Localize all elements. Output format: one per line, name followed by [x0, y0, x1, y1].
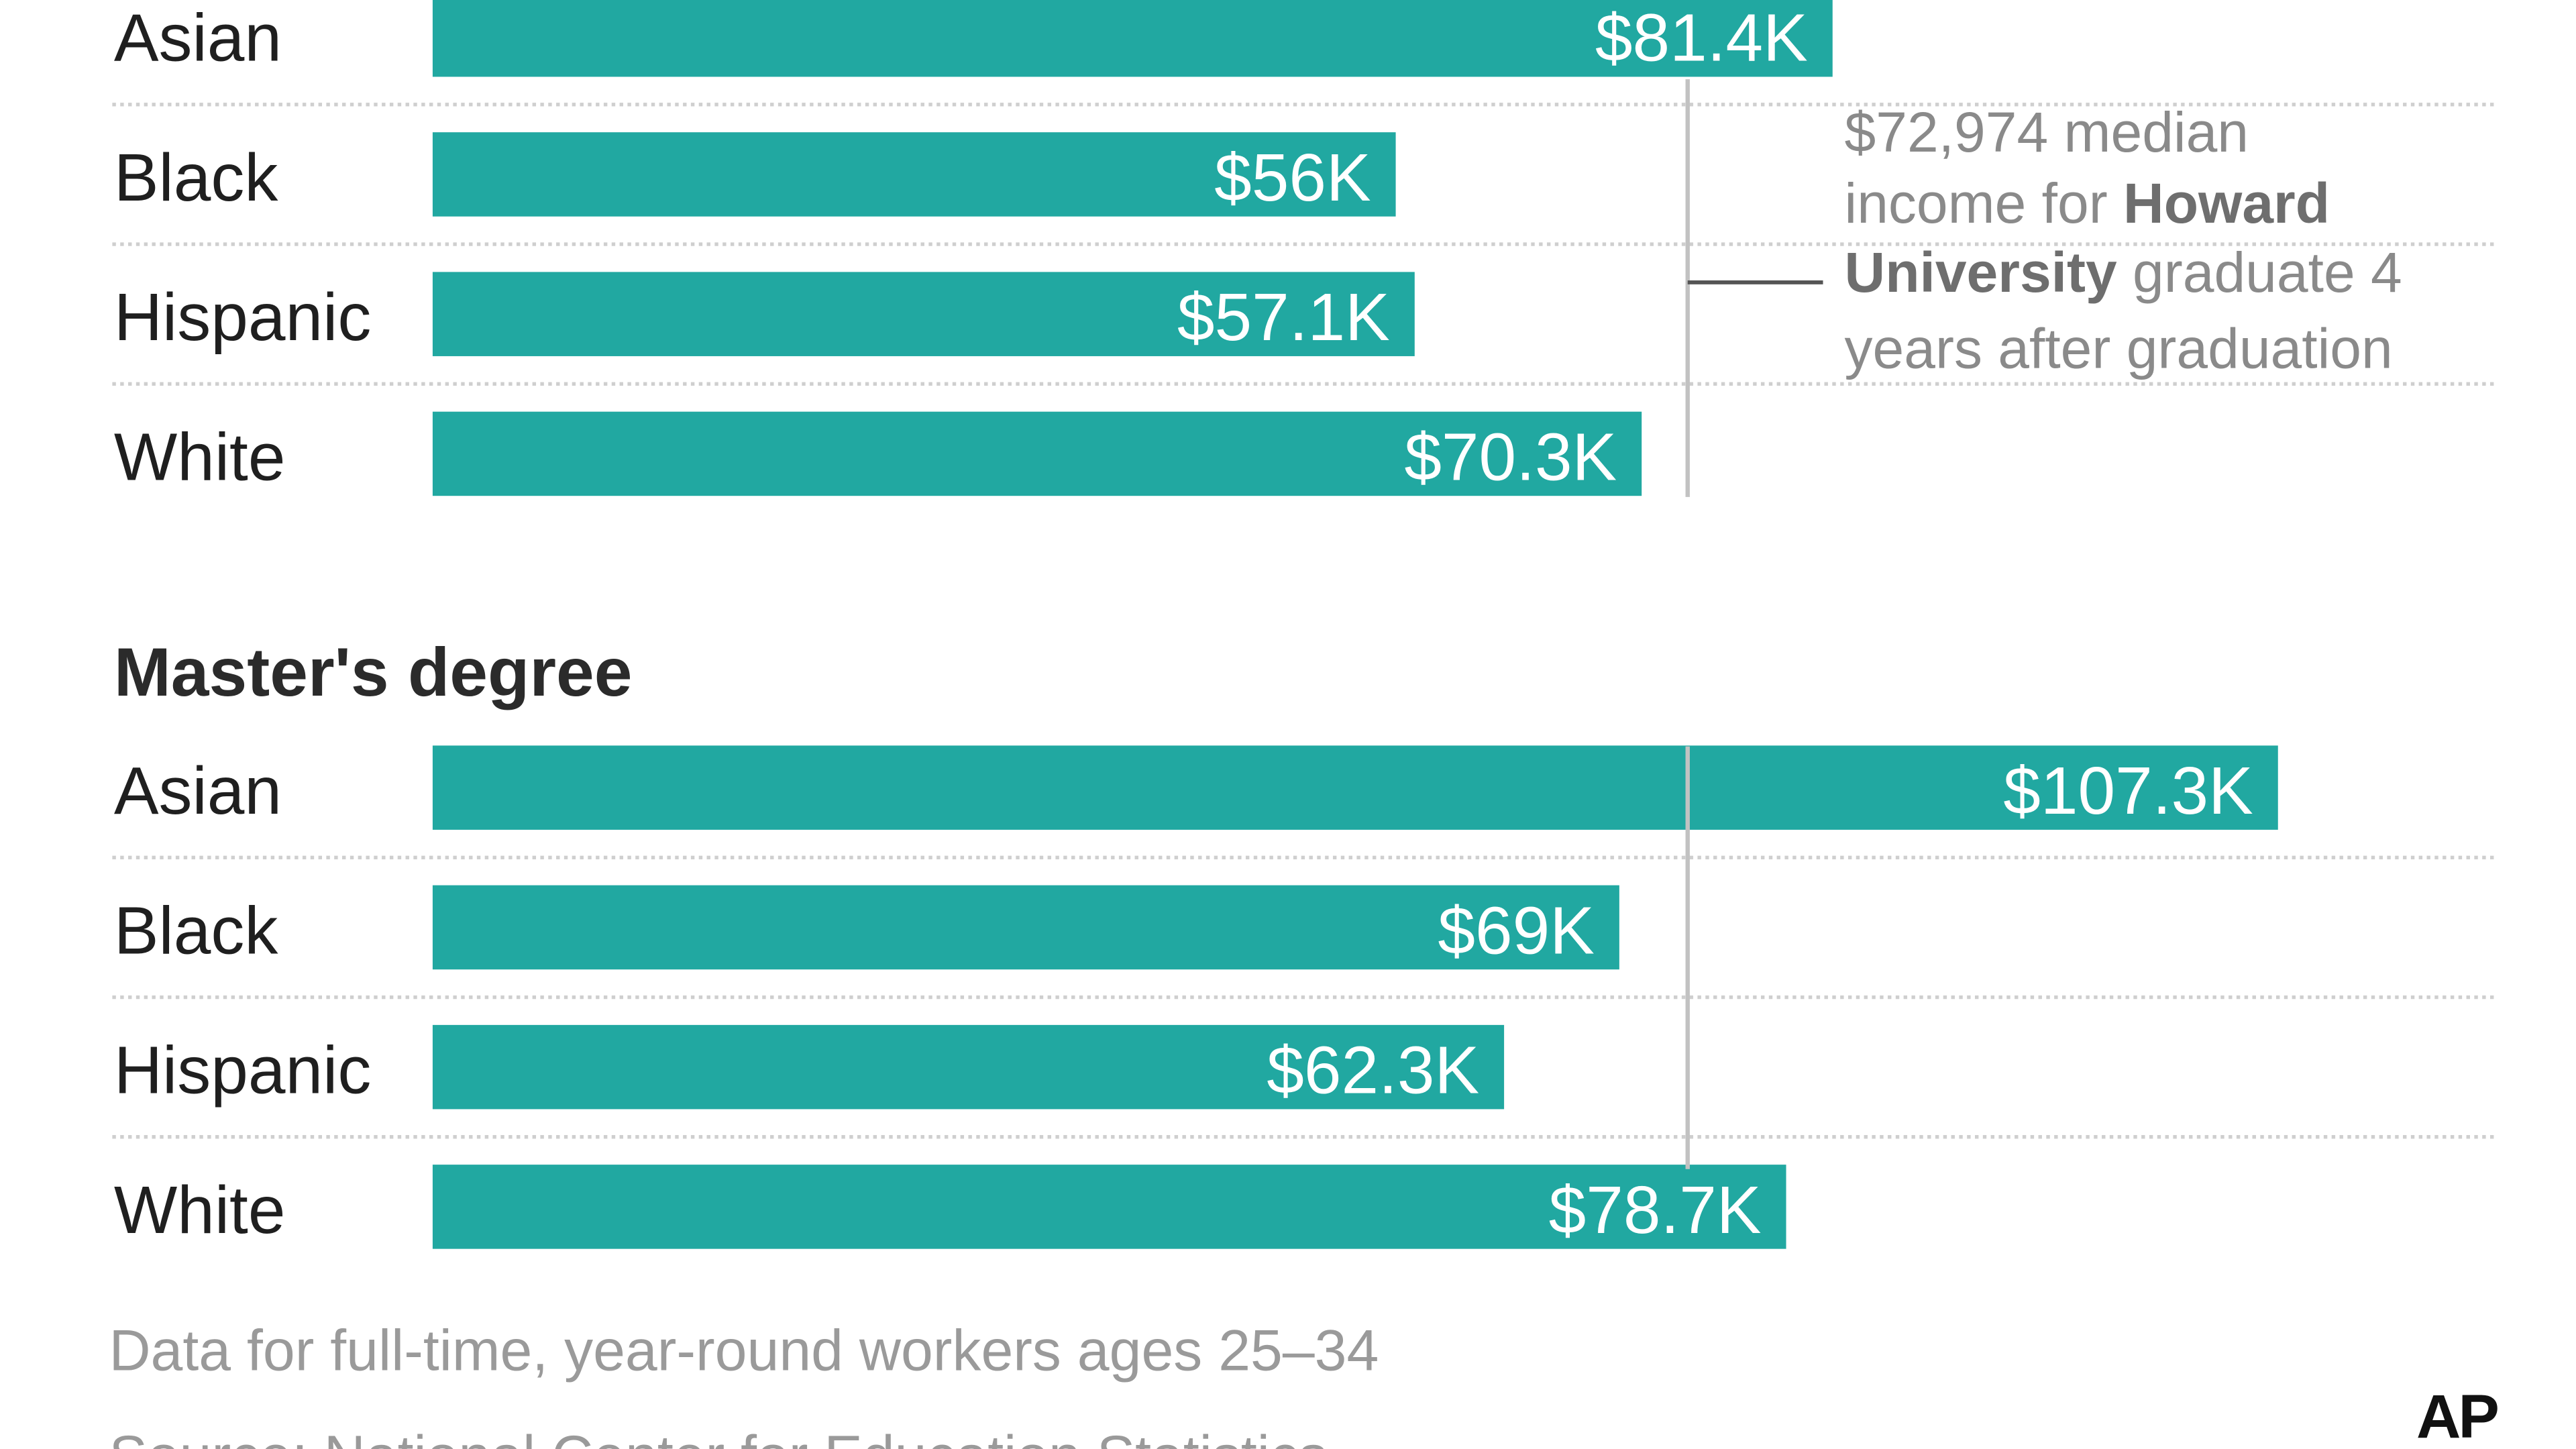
value-label: $107.3K: [2003, 753, 2253, 828]
row-dividers: [112, 103, 2497, 1139]
bar-black: [432, 885, 1619, 970]
text-labels: Asian $81.4K Black $56K Hispanic $57.1K White $…: [109, 1, 2500, 1449]
annotation-text: income for: [1845, 172, 2124, 235]
annotation-emphasis: Howard: [2123, 172, 2330, 235]
value-label: $81.4K: [1595, 1, 1808, 76]
annotation-line: years after graduation: [1845, 317, 2393, 380]
footnote: Data for full-time, year-round workers a…: [109, 1319, 1379, 1383]
value-label: $70.3K: [1404, 419, 1617, 494]
annotation-text: $72,974 median: [1845, 101, 2249, 164]
value-label: $62.3K: [1267, 1033, 1479, 1108]
annotation-line: $72,974 median: [1845, 101, 2249, 164]
category-label: White: [114, 419, 286, 494]
annotation-text: graduate 4: [2117, 241, 2402, 304]
chart-heading: Master's degree: [114, 634, 633, 710]
category-label: Black: [114, 893, 279, 968]
bar-black: [432, 132, 1396, 217]
value-label: $78.7K: [1549, 1173, 1762, 1248]
annotation-emphasis: University: [1845, 241, 2117, 304]
source-line: Source: National Center for Education St…: [109, 1424, 1327, 1449]
annotation-text: years after graduation: [1845, 317, 2393, 380]
value-label: $56K: [1214, 140, 1371, 215]
bar-white: [432, 1165, 1786, 1249]
category-label: Asian: [114, 1, 282, 76]
reference-lines: [1685, 79, 1823, 1169]
annotation-line: income for Howard: [1845, 172, 2330, 235]
bar-white: [432, 411, 1642, 496]
bars: [432, 0, 2278, 1249]
category-label: Hispanic: [114, 280, 372, 355]
annotation-line: University graduate 4: [1845, 241, 2402, 304]
value-label: $69K: [1438, 893, 1595, 968]
category-label: Black: [114, 140, 279, 215]
category-label: White: [114, 1173, 286, 1248]
bar-hispanic: [432, 1024, 1505, 1110]
ap-logo: AP: [2416, 1383, 2498, 1449]
bar-asian: [432, 0, 1833, 77]
category-label: Hispanic: [114, 1033, 372, 1108]
value-label: $57.1K: [1177, 280, 1390, 355]
bar-hispanic: [432, 272, 1415, 356]
bar-asian: [432, 745, 2278, 830]
category-label: Asian: [114, 753, 282, 828]
